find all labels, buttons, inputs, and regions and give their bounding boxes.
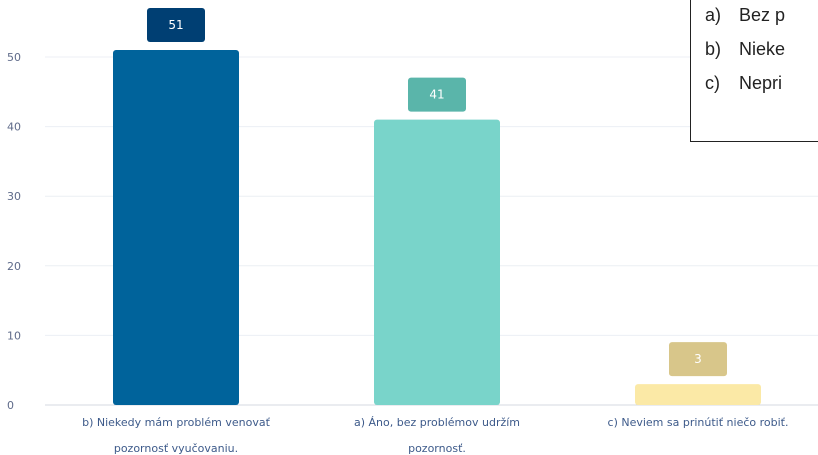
bar-0 [113, 50, 239, 405]
bar-1 [374, 119, 500, 405]
y-tick-label-0: 0 [7, 399, 14, 412]
option-c-text: Nepri [739, 73, 783, 93]
value-label-1: 41 [429, 88, 444, 102]
value-badge-0 [147, 8, 205, 43]
x-tick-label-2-0: c) Neviem sa prinútiť niečo robiť. [608, 416, 789, 429]
x-tick-label-1-1: pozornosť. [408, 442, 466, 455]
option-b: b) Nieke [705, 39, 785, 60]
y-tick-label-10: 10 [7, 329, 21, 342]
value-badge-1 [408, 77, 466, 112]
value-badge-2 [669, 342, 727, 377]
y-tick-label-30: 30 [7, 190, 21, 203]
x-tick-label-0-0: b) Niekedy mám problém venovať [82, 416, 270, 429]
value-label-2: 3 [694, 352, 702, 366]
x-tick-label-1-0: a) Áno, bez problémov udržím [354, 416, 520, 429]
y-tick-label-40: 40 [7, 121, 21, 134]
option-a: a) Bez p [705, 5, 785, 26]
bar-2 [635, 384, 761, 405]
y-tick-label-50: 50 [7, 51, 21, 64]
option-c-marker: c) [705, 73, 720, 93]
option-a-text: Bez p [739, 5, 786, 25]
x-tick-label-0-1: pozornosť vyučovaniu. [114, 442, 238, 455]
option-b-text: Nieke [739, 39, 786, 59]
answer-options-box: a) Bez p b) Nieke c) Nepri [690, 0, 818, 142]
value-label-0: 51 [168, 18, 183, 32]
option-b-marker: b) [705, 39, 722, 59]
option-a-marker: a) [705, 5, 722, 25]
y-tick-label-20: 20 [7, 260, 21, 273]
option-c: c) Nepri [705, 73, 782, 94]
